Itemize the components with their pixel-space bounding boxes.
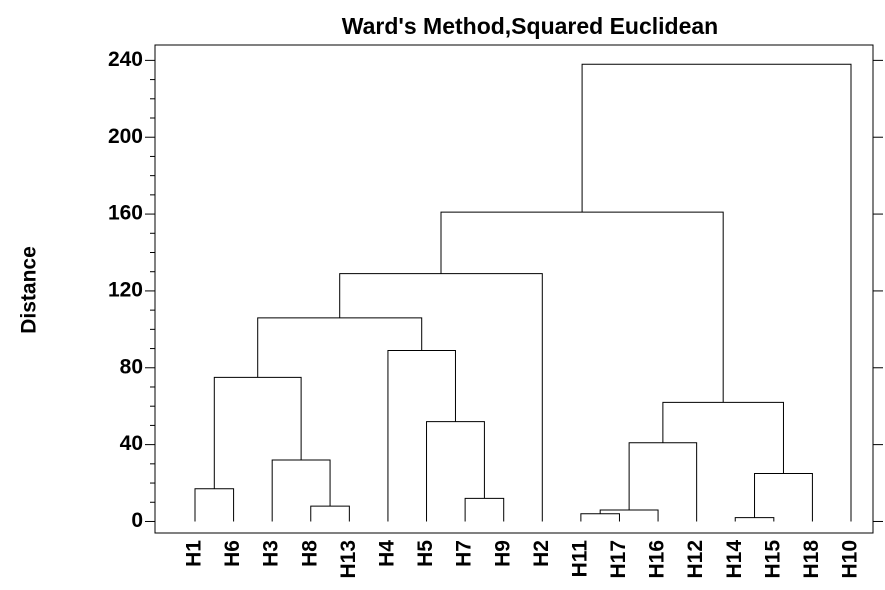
leaf-label: H7: [453, 540, 476, 567]
merge-link: [628, 442, 698, 522]
leaf-label: H3: [260, 540, 283, 567]
y-tick-label: 80: [120, 355, 143, 378]
merge-link: [194, 488, 235, 522]
merge-link: [271, 459, 331, 522]
y-tick-label: 240: [108, 48, 143, 71]
merge-link: [599, 509, 659, 522]
leaf-label: H12: [684, 540, 707, 579]
leaf-label: H9: [491, 540, 514, 567]
merge-link: [426, 421, 485, 522]
y-tick-label: 0: [131, 509, 143, 532]
leaf-label: H2: [530, 540, 553, 567]
leaf-label: H16: [646, 540, 669, 579]
merge-link: [387, 349, 456, 522]
y-tick-label: 120: [108, 278, 143, 301]
leaf-label: H11: [568, 540, 591, 578]
merge-link: [257, 317, 423, 378]
leaf-label: H18: [800, 540, 823, 579]
merge-link: [339, 273, 543, 522]
leaf-label: H14: [723, 540, 746, 579]
merge-link: [754, 472, 813, 522]
leaf-label: H5: [414, 540, 437, 567]
y-tick-label: 200: [108, 125, 143, 148]
leaf-label: H10: [839, 540, 862, 579]
leaf-label: H1: [183, 540, 206, 567]
merge-link: [213, 376, 302, 489]
leaf-label: H13: [337, 540, 360, 579]
leaf-label: H15: [761, 540, 784, 579]
merge-link: [580, 513, 620, 522]
merge-link: [464, 497, 505, 522]
y-axis-label: Distance: [18, 246, 41, 334]
chart-title: Ward's Method,Squared Euclidean: [342, 13, 719, 39]
merge-link: [734, 517, 775, 522]
merge-link: [310, 505, 350, 522]
merge-link: [581, 63, 852, 522]
leaf-label: H17: [607, 540, 630, 579]
leaf-label: H8: [298, 540, 321, 567]
merge-link: [662, 401, 784, 474]
leaf-label: H6: [221, 540, 244, 567]
merge-link: [440, 211, 724, 403]
y-tick-label: 40: [120, 432, 143, 455]
y-tick-label: 160: [108, 202, 143, 225]
plot-frame: [154, 44, 874, 534]
leaf-label: H4: [375, 540, 398, 567]
